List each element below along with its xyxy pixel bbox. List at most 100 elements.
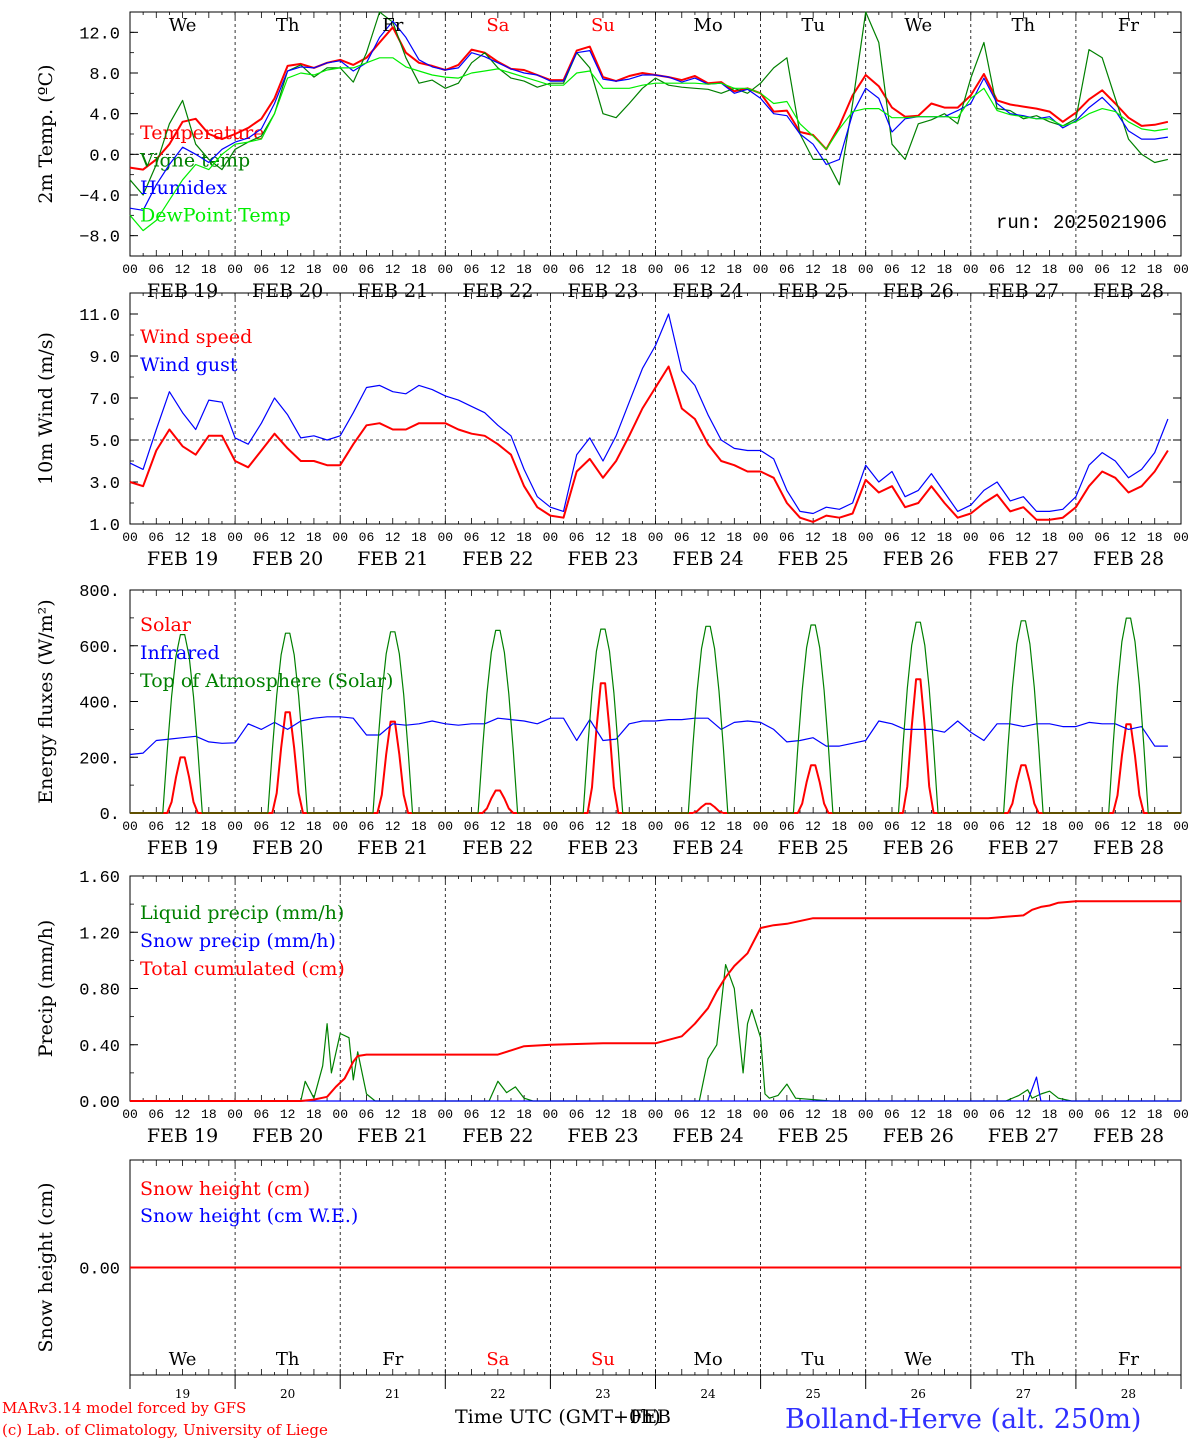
weekday-label: Mo bbox=[693, 15, 722, 36]
hour-tick-label: 18 bbox=[937, 262, 953, 277]
weekday-label: Fr bbox=[1118, 15, 1139, 36]
y-tick-label: 400. bbox=[79, 695, 120, 714]
hour-tick-label: 00 bbox=[437, 1107, 453, 1122]
y-tick-label: 7.0 bbox=[89, 391, 120, 410]
legend-entry: Wind speed bbox=[140, 326, 252, 348]
run-label: run: 2025021906 bbox=[996, 212, 1167, 234]
weekday-label: Fr bbox=[1118, 1349, 1139, 1370]
legend-entry: DewPoint Temp bbox=[140, 205, 291, 227]
date-label: FEB 27 bbox=[988, 837, 1059, 859]
day-number-label: 26 bbox=[911, 1387, 926, 1401]
hour-tick-label: 06 bbox=[884, 819, 900, 834]
y-tick-label: 11.0 bbox=[79, 307, 120, 326]
legend-entry: Infrared bbox=[140, 642, 220, 664]
weekday-label: Tu bbox=[801, 1349, 825, 1370]
y-tick-label: 0.00 bbox=[79, 1094, 120, 1113]
date-label: FEB 22 bbox=[462, 1125, 533, 1147]
hour-tick-label: 06 bbox=[1094, 530, 1110, 545]
hour-tick-label: 18 bbox=[1042, 262, 1058, 277]
series-line-humidex bbox=[129, 20, 1168, 211]
hour-tick-label: 00 bbox=[1068, 1107, 1084, 1122]
day-number-label: 21 bbox=[385, 1387, 400, 1401]
series-line-wind-gust bbox=[129, 313, 1169, 515]
hour-tick-label: 18 bbox=[516, 530, 532, 545]
hour-tick-label: 00 bbox=[543, 530, 559, 545]
hour-tick-label: 18 bbox=[937, 819, 953, 834]
hour-tick-label: 18 bbox=[201, 262, 217, 277]
hour-tick-label: 00 bbox=[753, 530, 769, 545]
y-tick-label: 1.0 bbox=[89, 517, 120, 536]
hour-tick-label: 06 bbox=[148, 262, 164, 277]
hour-tick-label: 06 bbox=[779, 530, 795, 545]
legend-entry: Snow height (cm W.E.) bbox=[140, 1205, 358, 1227]
date-label: FEB 26 bbox=[883, 1125, 954, 1147]
hour-tick-label: 12 bbox=[700, 819, 716, 834]
weekday-label: We bbox=[904, 15, 932, 36]
y-tick-label: 0. bbox=[100, 806, 120, 825]
y-tick-label: −8.0 bbox=[79, 229, 120, 248]
weekday-label: Th bbox=[276, 15, 300, 36]
hour-tick-label: 12 bbox=[1016, 530, 1032, 545]
hour-tick-label: 18 bbox=[201, 819, 217, 834]
hour-tick-label: 06 bbox=[148, 530, 164, 545]
hour-tick-label: 12 bbox=[385, 1107, 401, 1122]
hour-tick-label: 06 bbox=[569, 530, 585, 545]
y-tick-label: −4.0 bbox=[79, 188, 120, 207]
weekday-label: Su bbox=[591, 15, 615, 36]
hour-tick-label: 12 bbox=[1016, 262, 1032, 277]
hour-tick-label: 18 bbox=[411, 819, 427, 834]
hour-tick-label: 00 bbox=[963, 1107, 979, 1122]
hour-tick-label: 06 bbox=[779, 819, 795, 834]
hour-tick-label: 18 bbox=[411, 262, 427, 277]
hour-tick-label: 06 bbox=[674, 530, 690, 545]
weekday-label: Fr bbox=[382, 1349, 403, 1370]
hour-tick-label: 00 bbox=[858, 819, 874, 834]
y-tick-label: 0.40 bbox=[79, 1038, 120, 1057]
hour-tick-label: 12 bbox=[1121, 1107, 1137, 1122]
hour-tick-label: 18 bbox=[1042, 1107, 1058, 1122]
panel-3: 0. 200. 400. 600. 800. Energy fluxes (W/m²) So… bbox=[35, 583, 1189, 859]
hour-tick-label: 06 bbox=[989, 530, 1005, 545]
date-label: FEB 21 bbox=[357, 837, 428, 859]
hour-tick-label: 00 bbox=[437, 819, 453, 834]
hour-tick-label: 18 bbox=[832, 1107, 848, 1122]
hour-tick-label: 18 bbox=[621, 819, 637, 834]
weekday-label: We bbox=[904, 1349, 932, 1370]
date-label: FEB 23 bbox=[567, 837, 638, 859]
hour-tick-label: 06 bbox=[359, 262, 375, 277]
hour-tick-label: 06 bbox=[1094, 819, 1110, 834]
hour-tick-label: 12 bbox=[595, 530, 611, 545]
series-line-temperature bbox=[129, 26, 1169, 171]
hour-tick-label: 12 bbox=[910, 530, 926, 545]
date-label: FEB 20 bbox=[252, 548, 323, 570]
date-label: FEB 24 bbox=[672, 548, 743, 570]
plot-frame bbox=[129, 589, 1182, 814]
hour-tick-label: 18 bbox=[937, 1107, 953, 1122]
hour-tick-label: 12 bbox=[490, 530, 506, 545]
hour-tick-label: 00 bbox=[543, 262, 559, 277]
legend-entry: Temperature bbox=[140, 122, 264, 144]
hour-tick-label: 00 bbox=[753, 819, 769, 834]
weekday-label: Su bbox=[591, 1349, 615, 1370]
hour-tick-label: 00 bbox=[1173, 262, 1189, 277]
weekday-label: We bbox=[169, 15, 197, 36]
hour-tick-label: 00 bbox=[227, 1107, 243, 1122]
hour-tick-label: 12 bbox=[910, 262, 926, 277]
panel-2: 1.0 3.0 5.0 7.0 9.0 11.0 10m Wind (m/s) Wind sp… bbox=[35, 292, 1189, 570]
model-credit: MARv3.14 model forced by GFS bbox=[2, 1399, 246, 1417]
hour-tick-label: 00 bbox=[122, 1107, 138, 1122]
hour-tick-label: 06 bbox=[464, 530, 480, 545]
weekday-label: Th bbox=[1012, 1349, 1036, 1370]
hour-tick-label: 06 bbox=[359, 1107, 375, 1122]
series-line-dewpoint-temp bbox=[129, 57, 1168, 232]
hour-tick-label: 12 bbox=[280, 262, 296, 277]
date-label: FEB 21 bbox=[357, 1125, 428, 1147]
hour-tick-label: 18 bbox=[1147, 530, 1163, 545]
day-number-label: 23 bbox=[595, 1387, 610, 1401]
weekday-label: We bbox=[169, 1349, 197, 1370]
legend-entry: Snow precip (mm/h) bbox=[140, 930, 336, 952]
hour-tick-label: 00 bbox=[753, 1107, 769, 1122]
hour-tick-label: 00 bbox=[1068, 530, 1084, 545]
hour-tick-label: 00 bbox=[543, 1107, 559, 1122]
date-label: FEB 20 bbox=[252, 280, 323, 302]
